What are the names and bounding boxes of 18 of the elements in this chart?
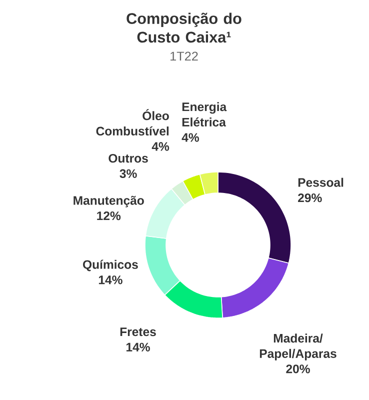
chart-title: Composição do Custo Caixa¹ <box>126 12 242 43</box>
slice-label: Manutenção <box>74 196 144 208</box>
data-label: 20% <box>286 364 310 374</box>
slice-label: Fretes <box>120 328 156 336</box>
data-label: 4% <box>152 142 170 151</box>
data-label: 14% <box>98 276 122 284</box>
slice-label: Madeira/Papel/Aparas <box>260 334 336 360</box>
data-label: 12% <box>97 211 121 220</box>
chart-subtitle: 1T22 <box>170 52 198 61</box>
slice-label: Óleo Combustível <box>96 109 169 136</box>
slice-label: Químicos <box>83 260 138 272</box>
data-label: 29% <box>298 193 322 202</box>
slice-label: Outros <box>108 154 148 163</box>
data-label: 4% <box>182 133 199 142</box>
data-label: 14% <box>126 342 150 352</box>
slice-label: Energia Elétrica <box>182 102 227 127</box>
slice-label: Pessoal <box>298 178 344 187</box>
data-label: 3% <box>120 169 137 178</box>
